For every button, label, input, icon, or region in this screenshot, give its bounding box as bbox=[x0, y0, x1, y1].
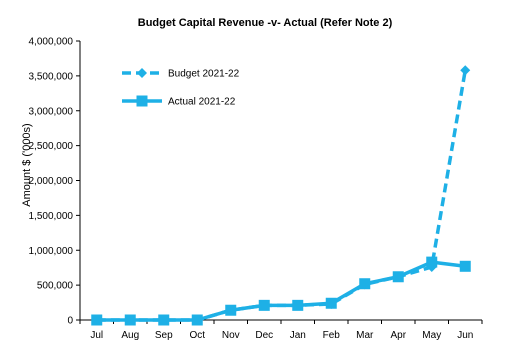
y-tick-label: 0 bbox=[67, 316, 73, 327]
data-point bbox=[292, 299, 304, 311]
data-point bbox=[191, 314, 203, 326]
series-line bbox=[96, 70, 467, 322]
x-tick-label: Dec bbox=[255, 330, 273, 341]
data-point bbox=[325, 297, 337, 309]
data-point bbox=[258, 299, 270, 311]
x-tick-label: Nov bbox=[222, 330, 240, 341]
y-tick-label: 500,000 bbox=[37, 281, 74, 292]
x-tick-label: Jun bbox=[457, 330, 473, 341]
x-tick-label: Feb bbox=[323, 330, 341, 341]
legend-swatch-marker bbox=[136, 95, 148, 107]
data-point bbox=[124, 314, 136, 326]
data-point bbox=[359, 278, 371, 290]
series-layer bbox=[91, 65, 471, 326]
legend: Budget 2021-22 Actual 2021-22 bbox=[122, 68, 240, 108]
y-tick-label: 2,500,000 bbox=[29, 141, 74, 152]
legend-label: Budget 2021-22 bbox=[168, 69, 240, 80]
series-budget bbox=[91, 65, 471, 325]
y-tick-label: 1,500,000 bbox=[29, 211, 74, 222]
data-point bbox=[460, 65, 471, 76]
x-tick-label: Jul bbox=[90, 330, 103, 341]
x-tick-label: Sep bbox=[155, 330, 173, 341]
data-point bbox=[426, 256, 438, 268]
data-point bbox=[91, 314, 103, 326]
data-point bbox=[158, 314, 170, 326]
x-tick-label: Jan bbox=[290, 330, 306, 341]
y-axis-label: Amount $ ('000s) bbox=[21, 123, 33, 206]
series-actual bbox=[91, 256, 471, 326]
legend-item: Actual 2021-22 bbox=[122, 95, 236, 108]
x-tick-label: Mar bbox=[356, 330, 374, 341]
x-tick-label: May bbox=[422, 330, 441, 341]
y-tick-label: 4,000,000 bbox=[29, 37, 74, 48]
x-tick-label: Aug bbox=[121, 330, 139, 341]
y-tick-label: 2,000,000 bbox=[29, 176, 74, 187]
legend-swatch-marker bbox=[137, 68, 147, 78]
x-tick-label: Apr bbox=[390, 330, 406, 341]
data-point bbox=[392, 271, 404, 283]
y-tick-label: 3,500,000 bbox=[29, 71, 74, 82]
legend-label: Actual 2021-22 bbox=[168, 97, 236, 108]
chart-title: Budget Capital Revenue -v- Actual (Refer… bbox=[138, 17, 393, 29]
axes: 0 500,000 1,000,000 1,500,000 2,000,000 2,500… bbox=[29, 37, 483, 341]
data-point bbox=[225, 304, 237, 316]
series-line bbox=[96, 260, 466, 322]
y-tick-label: 1,000,000 bbox=[29, 246, 74, 257]
data-point bbox=[459, 260, 471, 272]
legend-item: Budget 2021-22 bbox=[122, 68, 240, 80]
x-tick-label: Oct bbox=[189, 330, 205, 341]
y-tick-label: 3,000,000 bbox=[29, 106, 74, 117]
